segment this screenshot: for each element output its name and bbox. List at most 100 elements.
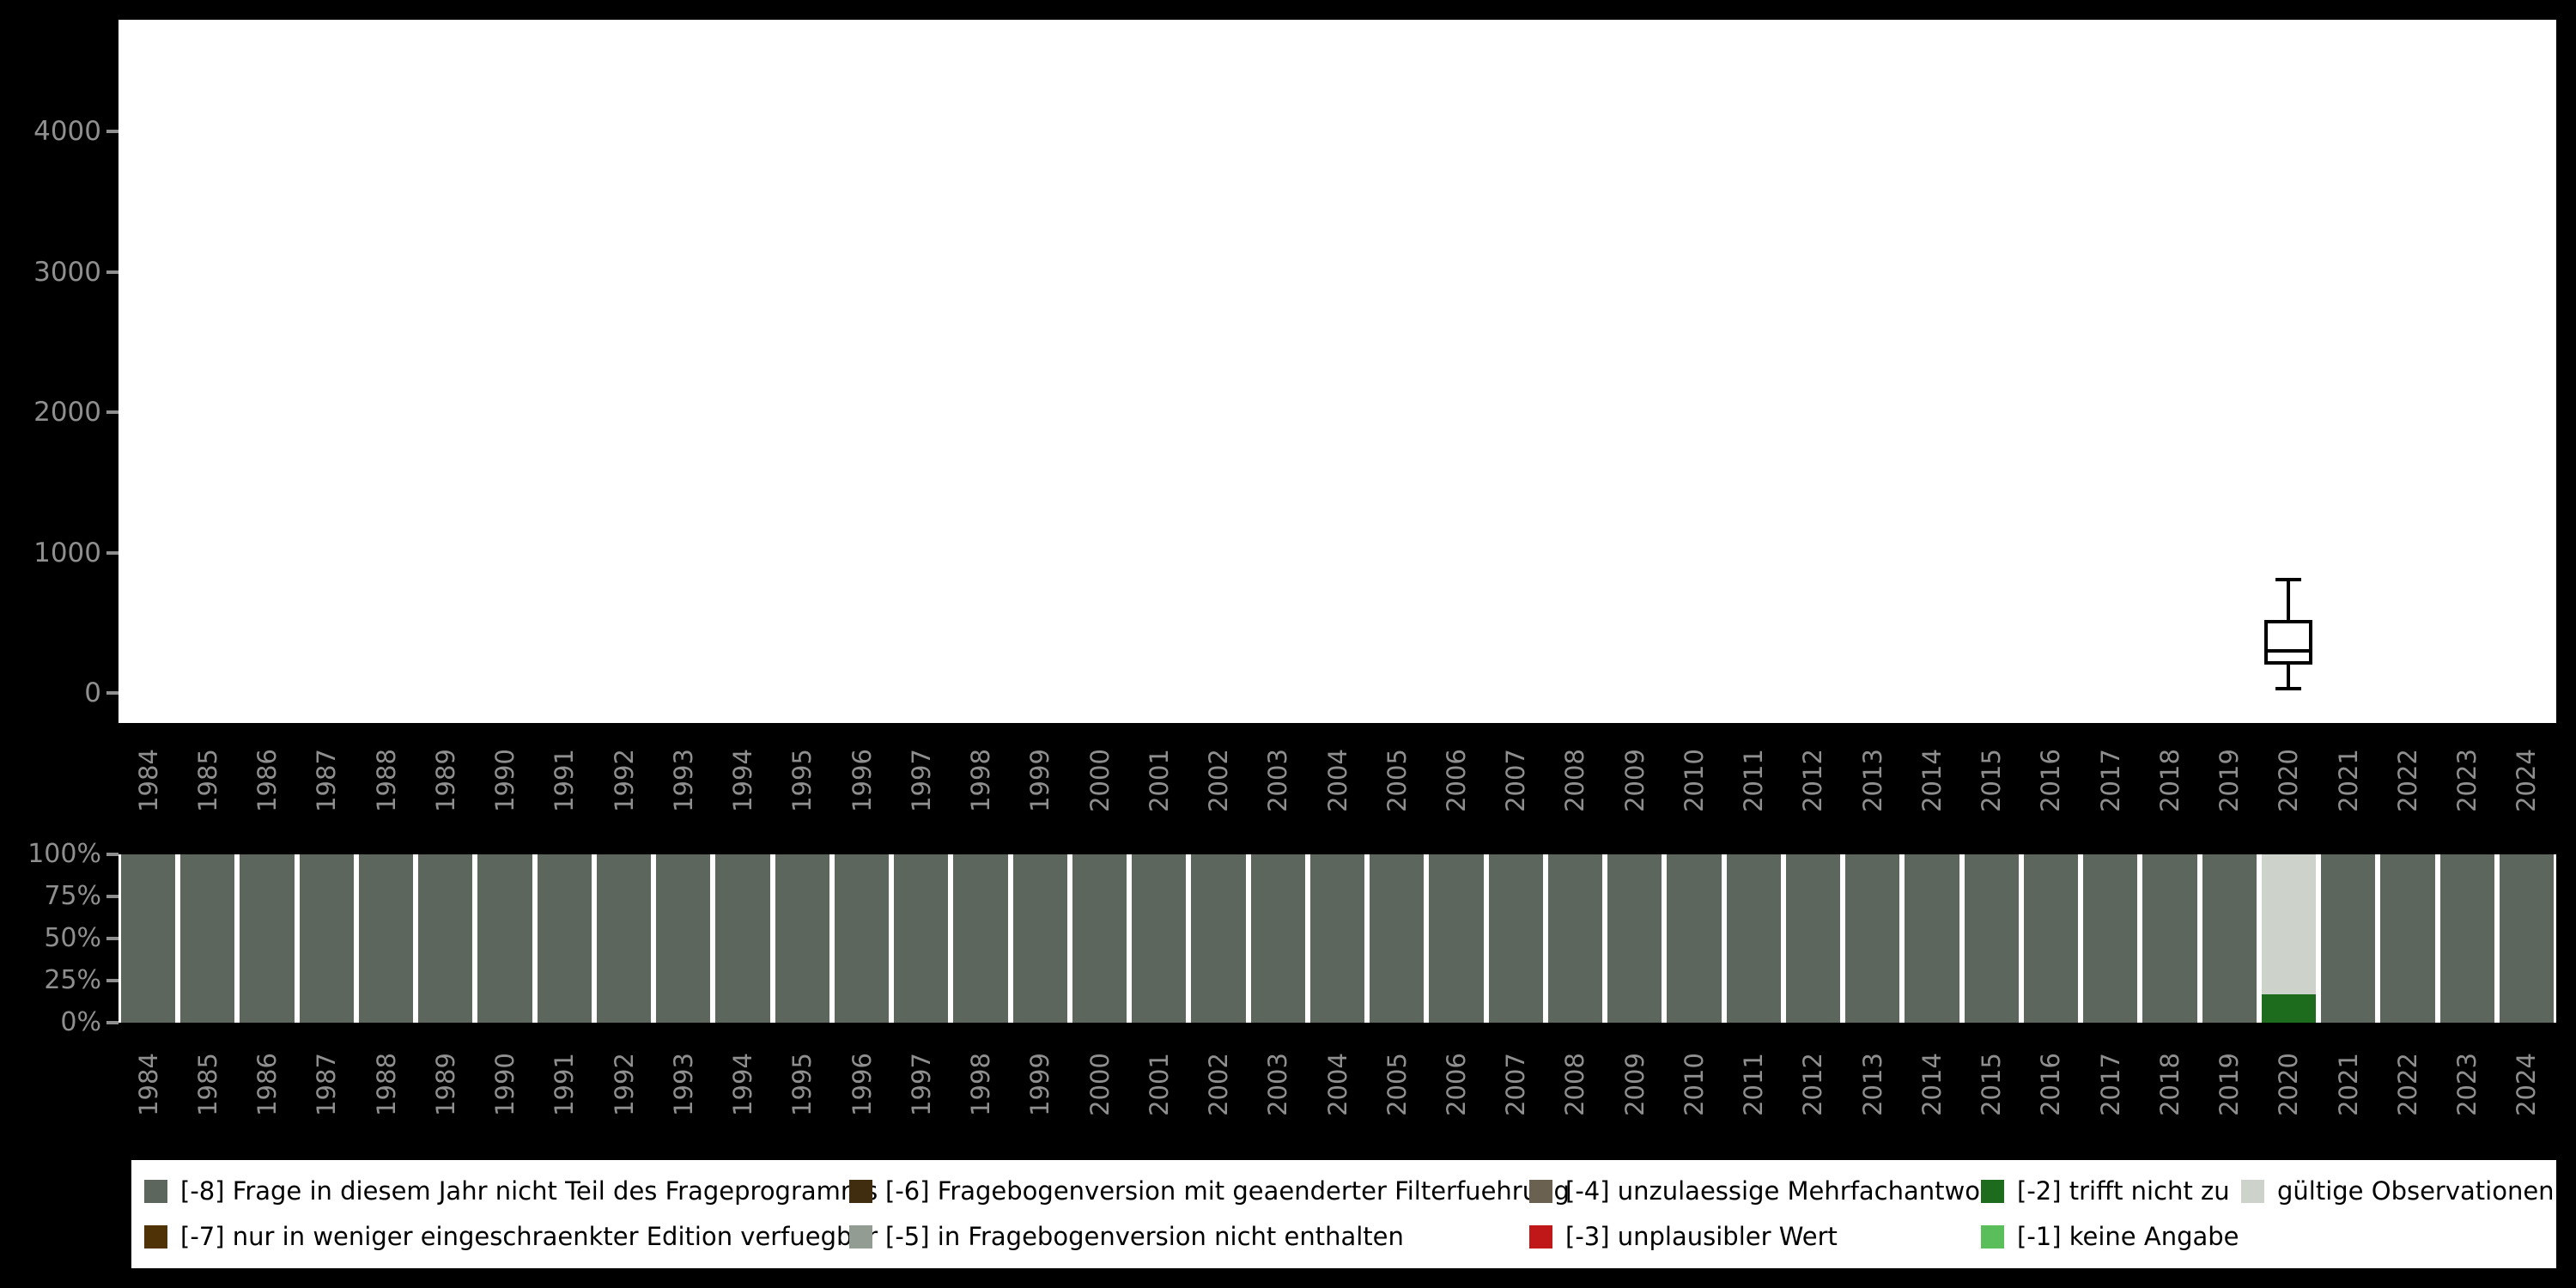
bar-segment	[121, 854, 176, 1023]
boxplot-whisker-cap-bottom	[2275, 687, 2302, 691]
y-axis-tick-mark	[106, 130, 118, 133]
bar-segment	[894, 854, 949, 1023]
bar-segment	[180, 854, 235, 1023]
x-axis-year-label: 2015	[1977, 749, 2007, 812]
legend-item: [-5] in Fragebogenversion nicht enthalte…	[849, 1224, 1404, 1249]
x-axis-year-label: 2008	[1560, 1053, 1590, 1116]
legend-item: gültige Observationen	[2241, 1178, 2555, 1204]
legend-color-swatch	[1981, 1224, 2004, 1249]
bar-segment	[2380, 854, 2435, 1023]
legend-color-swatch	[1981, 1179, 2004, 1203]
x-axis-year-label: 1999	[1025, 749, 1055, 812]
x-axis-year-label: 2014	[1917, 1053, 1947, 1116]
x-axis-year-label: 2005	[1382, 1053, 1412, 1116]
y-axis-tick-label: 0	[84, 677, 101, 708]
y-axis-tick-label: 2000	[33, 397, 101, 428]
x-axis-year-label: 2023	[2452, 1053, 2482, 1116]
x-axis-year-label: 1997	[906, 1053, 936, 1116]
y-axis-tick-label: 1000	[33, 537, 101, 568]
legend-item: [-2] trifft nicht zu	[1981, 1178, 2230, 1204]
legend-color-swatch	[849, 1224, 872, 1249]
percent-axis-tick-label: 0%	[60, 1007, 101, 1037]
x-axis-year-label: 1990	[490, 1053, 520, 1116]
x-axis-year-label: 2010	[1679, 1053, 1709, 1116]
x-axis-year-label: 2013	[1857, 1053, 1887, 1116]
y-axis-tick-label: 3000	[33, 256, 101, 288]
x-axis-year-label: 2009	[1619, 1053, 1649, 1116]
x-axis-year-label: 2017	[2095, 1053, 2125, 1116]
x-axis-year-label: 1992	[609, 749, 639, 812]
x-axis-year-label: 1984	[133, 1053, 163, 1116]
x-axis-year-label: 2013	[1857, 749, 1887, 812]
bar-segment	[1785, 854, 1841, 1023]
percent-axis-tick-label: 50%	[44, 923, 101, 953]
x-axis-year-label: 2006	[1441, 749, 1471, 812]
bar-segment	[418, 854, 473, 1023]
x-axis-year-label: 2009	[1619, 749, 1649, 812]
legend: [-8] Frage in diesem Jahr nicht Teil des…	[131, 1160, 2556, 1268]
x-axis-year-label: 2008	[1560, 749, 1590, 812]
bar-segment	[1607, 854, 1662, 1023]
legend-item: [-8] Frage in diesem Jahr nicht Teil des…	[144, 1178, 878, 1204]
x-axis-year-label: 1997	[906, 749, 936, 812]
legend-item-label: [-4] unzulaessige Mehrfachantwort	[1565, 1176, 2001, 1206]
x-axis-year-label: 2024	[2512, 749, 2542, 812]
x-axis-year-label: 1998	[966, 749, 996, 812]
x-axis-year-label: 2012	[1798, 1053, 1828, 1116]
legend-color-swatch	[849, 1179, 872, 1203]
x-axis-year-label: 1991	[550, 1053, 580, 1116]
x-axis-year-label: 1993	[668, 1053, 698, 1116]
percent-axis-tick-label: 100%	[27, 839, 101, 869]
x-axis-year-label: 1987	[312, 1053, 342, 1116]
legend-item-label: [-2] trifft nicht zu	[2017, 1176, 2230, 1206]
x-axis-year-label: 1989	[430, 749, 460, 812]
legend-item: [-1] keine Angabe	[1981, 1224, 2239, 1249]
x-axis-year-label: 1985	[192, 1053, 222, 1116]
y-axis-tick-mark	[106, 410, 118, 414]
percent-axis-tick-mark	[106, 1021, 118, 1024]
x-axis-year-label: 2011	[1739, 749, 1769, 812]
x-axis-year-label: 1986	[252, 1053, 283, 1116]
bar-segment	[2261, 993, 2316, 1023]
x-axis-year-label: 2011	[1739, 1053, 1769, 1116]
bar-segment	[1547, 854, 1603, 1023]
legend-color-swatch	[1529, 1179, 1552, 1203]
bar-segment	[2499, 854, 2554, 1023]
x-axis-year-label: 2007	[1501, 1053, 1531, 1116]
bar-segment	[1132, 854, 1187, 1023]
bar-segment	[1488, 854, 1543, 1023]
bar-segment	[1250, 854, 1305, 1023]
boxplot-box	[2264, 619, 2313, 665]
percent-axis-tick-mark	[106, 853, 118, 856]
legend-color-swatch	[1529, 1224, 1552, 1249]
x-axis-year-label: 2006	[1441, 1053, 1471, 1116]
bar-segment	[1309, 854, 1365, 1023]
bar-segment	[1012, 854, 1067, 1023]
x-axis-year-label: 2000	[1084, 749, 1115, 812]
x-axis-year-label: 2003	[1263, 749, 1293, 812]
bar-segment	[1726, 854, 1781, 1023]
bar-segment	[1429, 854, 1484, 1023]
bar-segment	[2439, 854, 2494, 1023]
x-axis-year-label: 2021	[2333, 749, 2363, 812]
legend-item-label: [-6] Fragebogenversion mit geaenderter F…	[885, 1176, 1570, 1206]
bar-segment	[834, 854, 890, 1023]
x-axis-year-label: 1996	[847, 749, 877, 812]
x-axis-year-label: 2004	[1322, 1053, 1352, 1116]
legend-item-label: gültige Observationen	[2277, 1176, 2555, 1206]
x-axis-year-label: 1987	[312, 749, 342, 812]
x-axis-year-label: 1986	[252, 749, 283, 812]
legend-item: [-7] nur in weniger eingeschraenkter Edi…	[144, 1224, 878, 1249]
bar-segment	[358, 854, 414, 1023]
bar-segment	[656, 854, 711, 1023]
boxplot-plot-area	[118, 20, 2556, 723]
legend-item: [-3] unplausibler Wert	[1529, 1224, 1838, 1249]
y-axis-tick-mark	[106, 550, 118, 555]
x-axis-year-label: 2019	[2215, 749, 2245, 812]
percent-axis-tick-mark	[106, 895, 118, 898]
x-axis-year-label: 1989	[430, 1053, 460, 1116]
x-axis-year-label: 1999	[1025, 1053, 1055, 1116]
x-axis-year-label: 1988	[371, 749, 401, 812]
x-axis-year-label: 1994	[728, 749, 758, 812]
legend-color-swatch	[144, 1224, 167, 1249]
